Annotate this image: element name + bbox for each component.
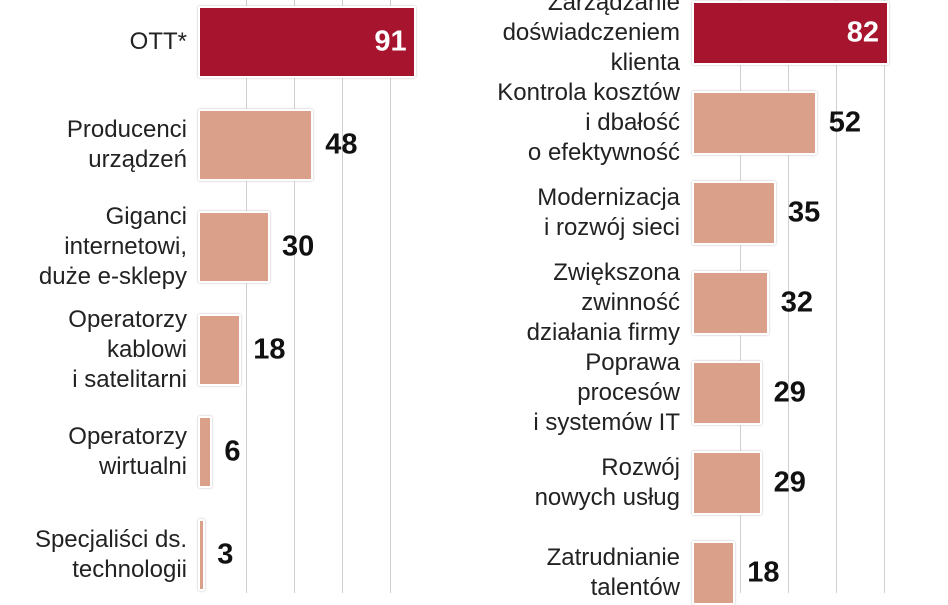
category-label: Operatorzy wirtualni bbox=[68, 423, 187, 480]
bar bbox=[692, 451, 762, 515]
bar bbox=[692, 181, 776, 245]
value-label: 52 bbox=[828, 106, 862, 139]
bar bbox=[198, 211, 270, 283]
value-label: 18 bbox=[747, 556, 780, 589]
bar bbox=[692, 271, 769, 335]
value-label: 82 bbox=[846, 16, 880, 49]
category-label: Poprawa procesów i systemów IT bbox=[533, 349, 680, 436]
category-label: Kontrola kosztów i dbałość o efektywność bbox=[497, 79, 680, 166]
value-label: 6 bbox=[224, 435, 241, 468]
grid-line bbox=[246, 0, 247, 593]
value-label: 30 bbox=[282, 230, 315, 263]
value-label: 91 bbox=[374, 25, 407, 58]
category-label: Producenci urządzeń bbox=[66, 115, 187, 173]
category-label: Modernizacja i rozwój sieci bbox=[537, 184, 680, 241]
bar bbox=[198, 313, 242, 386]
grid-line bbox=[884, 0, 885, 593]
category-label: Specjaliści ds. technologii bbox=[34, 525, 187, 583]
bar bbox=[198, 518, 206, 591]
category-label: Rozwój nowych usług bbox=[534, 454, 680, 511]
grid-line bbox=[836, 0, 837, 593]
category-label: Operatorzy kablowi i satelitarni bbox=[68, 305, 187, 393]
value-label: 35 bbox=[788, 196, 821, 229]
grid-line bbox=[390, 0, 391, 593]
grid-line bbox=[342, 0, 343, 593]
category-label: Zwiększona zwinność działania firmy bbox=[526, 259, 680, 346]
value-label: 18 bbox=[253, 333, 286, 365]
bar bbox=[692, 361, 762, 425]
value-label: 29 bbox=[773, 466, 806, 499]
bar bbox=[692, 541, 736, 605]
category-label: OTT* bbox=[129, 28, 187, 55]
grid-line bbox=[788, 0, 789, 593]
category-label: Zatrudnianie talentów bbox=[546, 544, 680, 601]
bar bbox=[198, 108, 314, 181]
value-label: 3 bbox=[217, 538, 234, 570]
grid-line bbox=[294, 0, 295, 593]
value-label: 32 bbox=[780, 286, 814, 319]
bar bbox=[692, 91, 817, 155]
category-label: Giganci internetowi, duże e-sklepy bbox=[38, 203, 187, 290]
value-label: 48 bbox=[325, 128, 358, 160]
bar bbox=[692, 1, 889, 65]
bar bbox=[198, 6, 417, 78]
bar bbox=[198, 416, 213, 488]
category-label: Zarządzanie doświadczeniem klienta bbox=[502, 0, 680, 76]
value-label: 29 bbox=[773, 376, 806, 409]
